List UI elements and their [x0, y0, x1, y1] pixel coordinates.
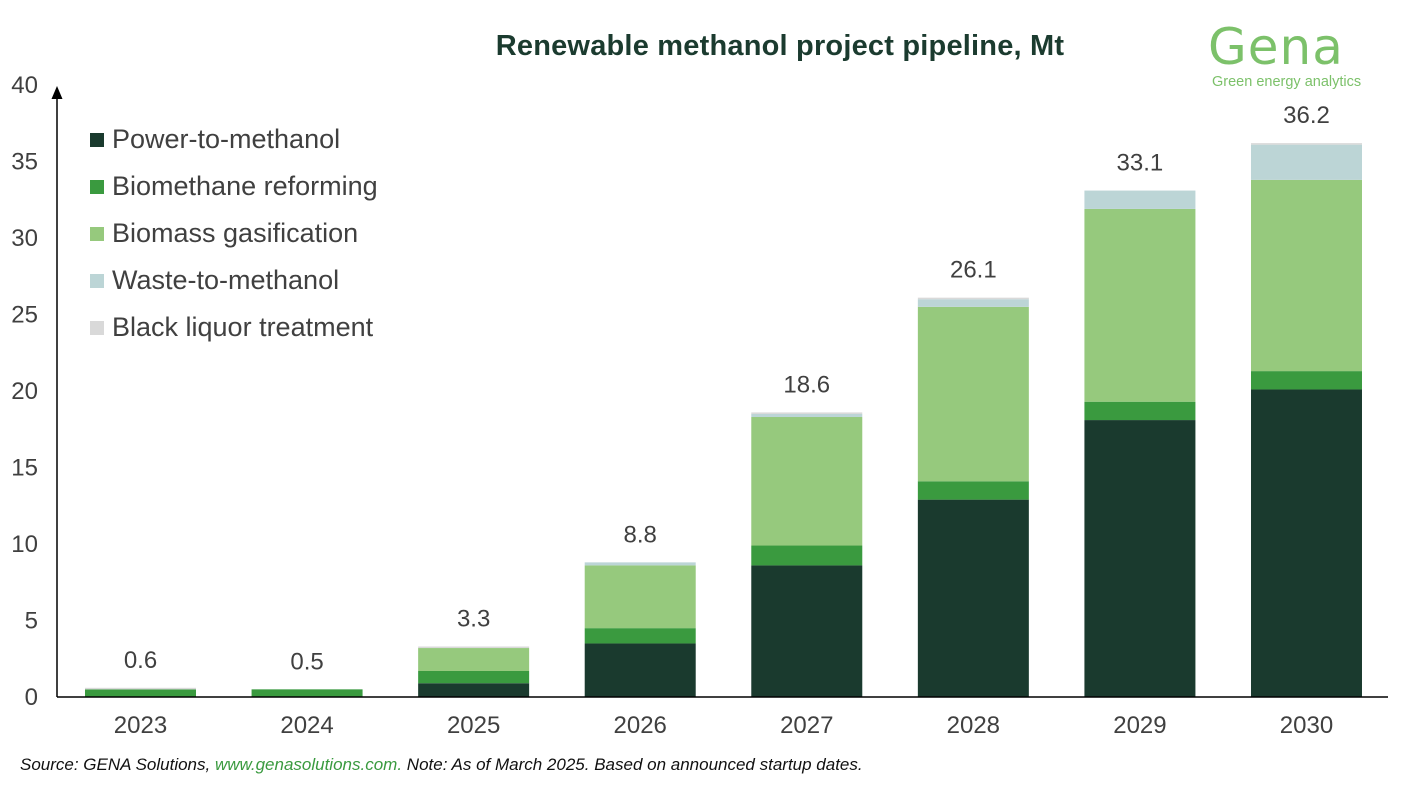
bar-waste-to-methanol-2026 — [584, 562, 696, 566]
bar-total-label: 8.8 — [624, 521, 657, 548]
legend-swatch — [90, 226, 104, 241]
y-tick-label: 10 — [11, 531, 38, 558]
legend-item: Black liquor treatment — [90, 304, 378, 351]
bar-power-to-methanol-2029 — [1084, 420, 1196, 697]
y-tick-label: 0 — [25, 684, 38, 711]
x-tick-label: 2030 — [1280, 712, 1333, 739]
bar-biomass-gasification-2029 — [1084, 208, 1196, 402]
bar-waste-to-methanol-2030 — [1250, 144, 1362, 180]
legend-swatch — [90, 320, 104, 335]
bar-power-to-methanol-2030 — [1250, 389, 1362, 697]
x-tick-label: 2025 — [447, 712, 500, 739]
bar-biomethane-reforming-2023 — [85, 689, 196, 697]
bar-biomass-gasification-2028 — [917, 306, 1029, 482]
logo-wordmark: Gena — [1208, 18, 1344, 76]
bar-biomass-gasification-2025 — [418, 648, 530, 671]
source-note-text: Note: As of March 2025. Based on announc… — [402, 755, 863, 774]
bar-biomethane-reforming-2025 — [418, 670, 530, 684]
bar-black-liquor-treatment-2030 — [1250, 143, 1362, 145]
legend-label: Biomass gasification — [112, 218, 359, 248]
x-tick-label: 2023 — [114, 712, 167, 739]
legend-swatch — [90, 273, 104, 288]
source-link[interactable]: www.genasolutions.com. — [214, 755, 403, 774]
bar-total-label: 0.5 — [290, 648, 323, 675]
y-axis-arrowhead — [51, 86, 63, 99]
bar-black-liquor-treatment-2028 — [917, 297, 1029, 300]
legend-item: Biomethane reforming — [90, 163, 378, 210]
page-title: Renewable methanol project pipeline, Mt — [495, 30, 1065, 62]
y-tick-label: 40 — [11, 72, 38, 99]
legend-item: Biomass gasification — [90, 210, 378, 257]
bar-waste-to-methanol-2027 — [751, 413, 863, 418]
bar-total-label: 33.1 — [1117, 150, 1164, 177]
legend-label: Biomethane reforming — [112, 171, 378, 201]
bar-biomethane-reforming-2027 — [751, 545, 863, 566]
x-tick-label: 2024 — [280, 712, 333, 739]
x-tick-label: 2028 — [947, 712, 1000, 739]
legend-label: Black liquor treatment — [112, 312, 374, 342]
bar-power-to-methanol-2028 — [917, 499, 1029, 697]
bar-waste-to-methanol-2029 — [1084, 190, 1196, 209]
legend-item: Waste-to-methanol — [90, 257, 378, 304]
legend-swatch — [90, 179, 104, 194]
y-tick-label: 30 — [11, 225, 38, 252]
legend-label: Waste-to-methanol — [112, 265, 340, 295]
source-note: Source: GENA Solutions, www.genasolution… — [20, 755, 863, 775]
bar-biomethane-reforming-2026 — [584, 628, 696, 644]
bar-power-to-methanol-2026 — [584, 643, 696, 697]
legend-item: Power-to-methanol — [90, 116, 378, 163]
bar-biomethane-reforming-2028 — [917, 481, 1029, 500]
x-tick-label: 2026 — [614, 712, 667, 739]
bar-biomass-gasification-2027 — [751, 417, 863, 546]
y-tick-label: 15 — [11, 455, 38, 482]
chart-legend: Power-to-methanol Biomethane reforming Bio… — [90, 116, 378, 351]
legend-swatch — [90, 132, 104, 147]
y-tick-label: 5 — [25, 608, 38, 635]
bar-biomethane-reforming-2030 — [1250, 371, 1362, 390]
bar-black-liquor-treatment-2023 — [85, 687, 196, 690]
y-tick-label: 20 — [11, 378, 38, 405]
bar-total-label: 18.6 — [783, 371, 830, 398]
bar-biomass-gasification-2026 — [584, 565, 696, 629]
bar-total-label: 3.3 — [457, 606, 490, 633]
bar-waste-to-methanol-2028 — [917, 299, 1029, 307]
bar-black-liquor-treatment-2027 — [751, 412, 863, 414]
bar-total-label: 0.6 — [124, 647, 157, 674]
bar-biomethane-reforming-2029 — [1084, 401, 1196, 421]
bar-total-label: 36.2 — [1283, 102, 1330, 129]
bar-power-to-methanol-2025 — [418, 683, 530, 697]
y-tick-label: 35 — [11, 149, 38, 176]
bar-power-to-methanol-2027 — [751, 565, 863, 697]
bar-black-liquor-treatment-2025 — [418, 646, 530, 649]
x-tick-label: 2027 — [780, 712, 833, 739]
bar-biomass-gasification-2030 — [1250, 179, 1362, 372]
x-tick-label: 2029 — [1113, 712, 1166, 739]
bar-total-label: 26.1 — [950, 257, 997, 284]
gena-logo: Gena Green energy analytics — [1208, 22, 1388, 90]
bar-biomethane-reforming-2024 — [251, 689, 363, 697]
logo-tagline: Green energy analytics — [1212, 74, 1362, 90]
y-tick-label: 25 — [11, 302, 38, 329]
source-prefix: Source: GENA Solutions, — [20, 755, 215, 774]
legend-label: Power-to-methanol — [112, 124, 341, 154]
